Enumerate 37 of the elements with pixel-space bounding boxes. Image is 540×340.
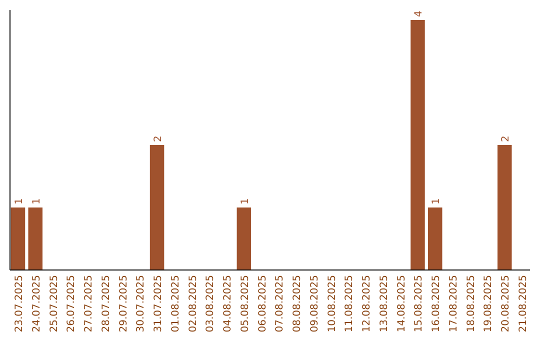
x-tick-label: 08.08.2025 bbox=[292, 275, 304, 332]
data-label: 2 bbox=[500, 136, 512, 142]
x-tick-label: 26.07.2025 bbox=[66, 275, 78, 332]
x-tick-label: 11.08.2025 bbox=[344, 275, 356, 332]
x-tick-label: 18.08.2025 bbox=[466, 275, 477, 332]
x-tick-label: 19.08.2025 bbox=[483, 275, 494, 332]
data-label: 1 bbox=[431, 198, 442, 204]
data-label: 1 bbox=[240, 198, 251, 204]
x-tick-label: 04.08.2025 bbox=[222, 275, 234, 332]
data-label: 2 bbox=[153, 136, 164, 142]
x-tick-label: 28.07.2025 bbox=[100, 275, 112, 332]
x-tick-label: 25.07.2025 bbox=[48, 275, 60, 332]
x-tick-label: 09.08.2025 bbox=[309, 275, 320, 332]
data-label: 1 bbox=[31, 198, 42, 204]
x-tick-label: 01.08.2025 bbox=[170, 275, 182, 332]
x-tick-label: 27.07.2025 bbox=[84, 275, 95, 332]
data-label: 4 bbox=[414, 10, 425, 17]
x-tick-label: 13.08.2025 bbox=[378, 275, 390, 332]
x-tick-label: 02.08.2025 bbox=[188, 275, 199, 332]
x-tick-label: 12.08.2025 bbox=[362, 275, 373, 332]
x-tick-label: 14.08.2025 bbox=[396, 275, 408, 332]
x-tick-label: 06.08.2025 bbox=[257, 275, 268, 332]
x-tick-label: 17.08.2025 bbox=[448, 275, 460, 332]
x-tick-label: 16.08.2025 bbox=[431, 275, 442, 332]
x-tick-label: 05.08.2025 bbox=[240, 275, 251, 332]
x-tick-label: 10.08.2025 bbox=[326, 275, 338, 332]
x-tick-label: 21.08.2025 bbox=[518, 275, 530, 332]
x-tick-label: 30.07.2025 bbox=[136, 275, 147, 332]
x-tick-label: 03.08.2025 bbox=[205, 275, 216, 332]
x-tick-label: 15.08.2025 bbox=[414, 275, 425, 332]
x-tick-label: 31.07.2025 bbox=[153, 275, 164, 332]
x-tick-label: 20.08.2025 bbox=[500, 275, 512, 332]
x-tick-label: 29.07.2025 bbox=[118, 275, 130, 332]
x-tick-label: 07.08.2025 bbox=[274, 275, 286, 332]
x-tick-label: 24.07.2025 bbox=[31, 275, 42, 332]
data-label: 1 bbox=[14, 198, 25, 204]
x-tick-label: 23.07.2025 bbox=[14, 275, 25, 332]
